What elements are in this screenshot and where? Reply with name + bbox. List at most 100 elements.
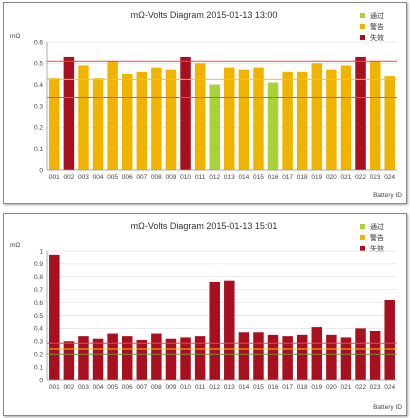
bar [384, 76, 395, 170]
x-tick-label: 009 [166, 384, 177, 391]
y-axis-label: mΩ [10, 33, 20, 40]
bar [238, 69, 250, 170]
bar [194, 336, 206, 380]
y-tick-label: 0.3 [34, 339, 43, 346]
y-tick-label: 0.5 [34, 61, 43, 68]
x-tick-label: 008 [151, 174, 162, 181]
bar [49, 254, 60, 380]
x-tick-label: 021 [341, 384, 352, 391]
x-tick-label: 010 [180, 384, 191, 391]
legend-label: 警告 [370, 233, 384, 242]
x-tick-label: 001 [49, 384, 60, 391]
x-tick-label: 004 [93, 384, 104, 391]
y-axis-label: mΩ [10, 242, 20, 249]
bar [282, 336, 293, 380]
bar [136, 340, 148, 380]
x-tick-label: 024 [384, 384, 395, 391]
bar [369, 61, 381, 171]
x-tick-label: 009 [166, 174, 177, 181]
bar [296, 334, 308, 380]
bar [63, 56, 75, 170]
y-tick-label: 0.6 [34, 39, 43, 46]
bar [180, 56, 191, 170]
bar [49, 78, 60, 170]
bar [63, 341, 75, 380]
x-tick-label: 011 [195, 384, 206, 391]
chart-title: mΩ-Volts Diagram 2015-01-13 15:01 [131, 221, 278, 231]
chart-2-svg: mΩ-Volts Diagram 2015-01-13 15:01 mΩ 通过警告失… [10, 221, 402, 411]
x-tick-label: 022 [355, 174, 366, 181]
legend-label: 失效 [370, 244, 384, 253]
bar [340, 65, 352, 170]
x-tick-label: 014 [238, 174, 249, 181]
y-tick-label: 0.8 [34, 274, 43, 281]
x-tick-label: 007 [136, 174, 147, 181]
x-tick-label: 016 [268, 384, 279, 391]
chart-title: mΩ-Volts Diagram 2015-01-13 13:00 [131, 10, 278, 20]
bar [136, 71, 148, 170]
legend-label: 失效 [370, 33, 384, 42]
chart-panel-2: mΩ-Volts Diagram 2015-01-13 15:01 mΩ 通过警告失… [3, 213, 407, 416]
bar [238, 332, 250, 380]
bar [311, 327, 323, 380]
x-tick-label: 002 [63, 174, 74, 181]
x-tick-label: 010 [180, 174, 191, 181]
x-tick-label: 003 [78, 174, 89, 181]
bar [165, 69, 177, 170]
x-tick-label: 013 [224, 384, 235, 391]
bar [107, 61, 118, 171]
y-tick-label: 0.6 [34, 300, 43, 307]
x-tick-label: 001 [49, 174, 60, 181]
bar [209, 84, 220, 170]
x-tick-label: 023 [370, 384, 381, 391]
bar [282, 71, 293, 170]
bar [253, 67, 264, 170]
x-tick-label: 002 [63, 384, 74, 391]
bar [151, 333, 162, 380]
bar [384, 300, 395, 380]
y-tick-label: 1 [39, 248, 43, 255]
x-tick-label: 017 [282, 384, 293, 391]
bar [224, 67, 235, 170]
bar [92, 338, 104, 380]
legend-swatch [360, 235, 365, 240]
legend-swatch [360, 13, 365, 18]
x-tick-label: 019 [311, 174, 322, 181]
y-tick-label: 0.4 [34, 82, 43, 89]
bar [267, 334, 279, 380]
bar [224, 280, 235, 380]
legend-label: 通过 [370, 222, 384, 231]
x-tick-label: 020 [326, 174, 337, 181]
bar [78, 336, 89, 380]
x-tick-label: 015 [253, 384, 264, 391]
x-tick-label: 022 [355, 384, 366, 391]
bar [355, 56, 366, 170]
bar [180, 337, 191, 380]
bar [326, 334, 337, 380]
x-tick-label: 012 [209, 174, 220, 181]
y-tick-label: 0.2 [34, 352, 43, 359]
bar [92, 78, 104, 170]
bar [78, 65, 89, 170]
x-tick-label: 017 [282, 174, 293, 181]
x-tick-label: 024 [384, 174, 395, 181]
x-axis-label: Battery ID [373, 192, 402, 199]
legend-label: 警告 [370, 22, 384, 31]
legend-swatch [360, 35, 365, 40]
bar [369, 330, 381, 380]
x-tick-label: 019 [311, 384, 322, 391]
legend-swatch [360, 24, 365, 29]
x-tick-label: 011 [195, 174, 206, 181]
x-tick-label: 005 [107, 384, 118, 391]
x-tick-label: 008 [151, 384, 162, 391]
x-tick-label: 023 [370, 174, 381, 181]
y-tick-label: 0 [39, 377, 43, 384]
bar [121, 336, 133, 380]
legend-swatch [360, 246, 365, 251]
x-tick-label: 014 [238, 384, 249, 391]
bar [267, 82, 279, 170]
y-tick-label: 0.1 [34, 146, 43, 153]
legend-label: 通过 [370, 11, 384, 20]
chart-1-svg: mΩ-Volts Diagram 2015-01-13 13:00 mΩ 通过警告失… [10, 10, 402, 199]
x-tick-label: 007 [136, 384, 147, 391]
